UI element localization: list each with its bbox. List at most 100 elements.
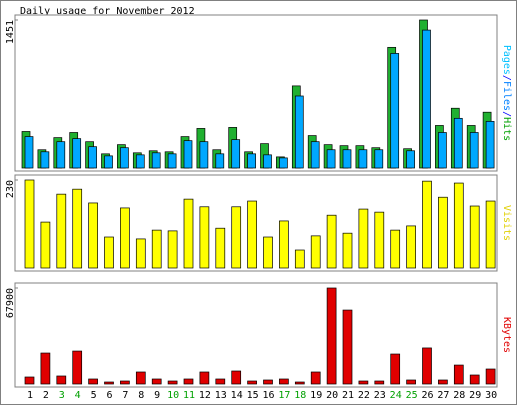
bar [294,95,304,169]
bar [390,229,401,269]
axis-label-part: KBytes [501,317,512,353]
axis-label-part: Files [501,81,512,111]
bar [24,376,35,385]
bar [294,381,305,385]
bar [342,149,352,169]
x-tick-label: 27 [437,390,449,401]
bar [215,153,225,169]
bar [279,378,289,385]
x-tick-label: 8 [138,390,144,401]
axis-label: Visits [501,205,512,241]
bar [342,309,353,385]
bar [231,206,242,269]
bar [151,152,161,169]
bar [199,206,210,269]
x-tick-label: 21 [342,390,354,401]
bar [279,220,289,269]
bar [247,200,257,269]
bar [120,147,129,169]
bar [326,149,336,169]
chart-title: Daily usage for November 2012 [20,6,195,17]
bar [247,380,257,385]
bar [135,238,146,269]
x-tick-label: 26 [421,390,433,401]
axis-label-part: / [501,111,512,117]
bar [231,139,241,169]
bar [485,121,495,169]
bar [406,225,416,269]
y-tick-label: 230 [5,180,16,198]
y-tick-label: 67900 [5,288,16,318]
x-tick-label: 15 [247,390,259,401]
bar [310,235,321,269]
x-tick-label: 11 [183,390,195,401]
x-tick-label: 29 [469,390,481,401]
bar [469,374,480,385]
bar [183,198,194,269]
bar [72,350,83,385]
bar [390,353,401,385]
bar [406,150,415,169]
bar [199,141,209,169]
bar [374,211,385,269]
bar [406,379,416,385]
bar [183,378,194,385]
bar [469,205,480,269]
bar [422,29,431,169]
bar [88,378,98,385]
bar [88,146,97,169]
x-tick-label: 28 [453,390,465,401]
bar [374,380,385,385]
x-tick-label: 19 [310,390,322,401]
x-tick-label: 24 [390,390,402,401]
bar [72,188,83,269]
bar [56,193,67,269]
bar [326,214,337,269]
bar [24,179,35,269]
bar [438,196,448,269]
axis-label-part: / [501,75,512,81]
bar [310,141,320,169]
bar [263,379,273,385]
bar [390,53,400,169]
bar [469,132,479,169]
bar [453,364,464,385]
bar [231,370,242,385]
bar [215,378,226,385]
x-tick-label: 12 [199,390,211,401]
bar [358,208,369,269]
axis-label-part: Visits [501,205,512,241]
x-tick-label: 7 [122,390,128,401]
x-tick-label: 4 [75,390,81,401]
bar [453,182,464,269]
axis-label-part: Pages [501,45,512,75]
x-tick-label: 18 [294,390,306,401]
bar [485,200,496,269]
bar [167,380,178,385]
bar [151,378,162,385]
axis-label: KBytes [501,317,512,353]
bar [88,202,98,269]
bar [374,149,384,169]
bar [104,155,113,169]
bar [263,154,272,169]
x-tick-label: 25 [406,390,418,401]
x-tick-label: 2 [43,390,49,401]
axis-label: Pages/Files/Hits [501,45,512,141]
bar [263,236,273,269]
bar [40,221,51,269]
bar [199,371,210,385]
bar [24,136,34,169]
x-tick-label: 23 [374,390,386,401]
bar [342,232,353,269]
bar [40,151,50,169]
bar [215,227,226,269]
bar [358,149,368,169]
x-tick-label: 14 [231,390,243,401]
axis-label-part: Hits [501,117,512,141]
bar [279,157,288,169]
x-tick-label: 22 [358,390,370,401]
x-tick-label: 16 [262,390,274,401]
bar [453,117,463,169]
bar [247,153,256,169]
